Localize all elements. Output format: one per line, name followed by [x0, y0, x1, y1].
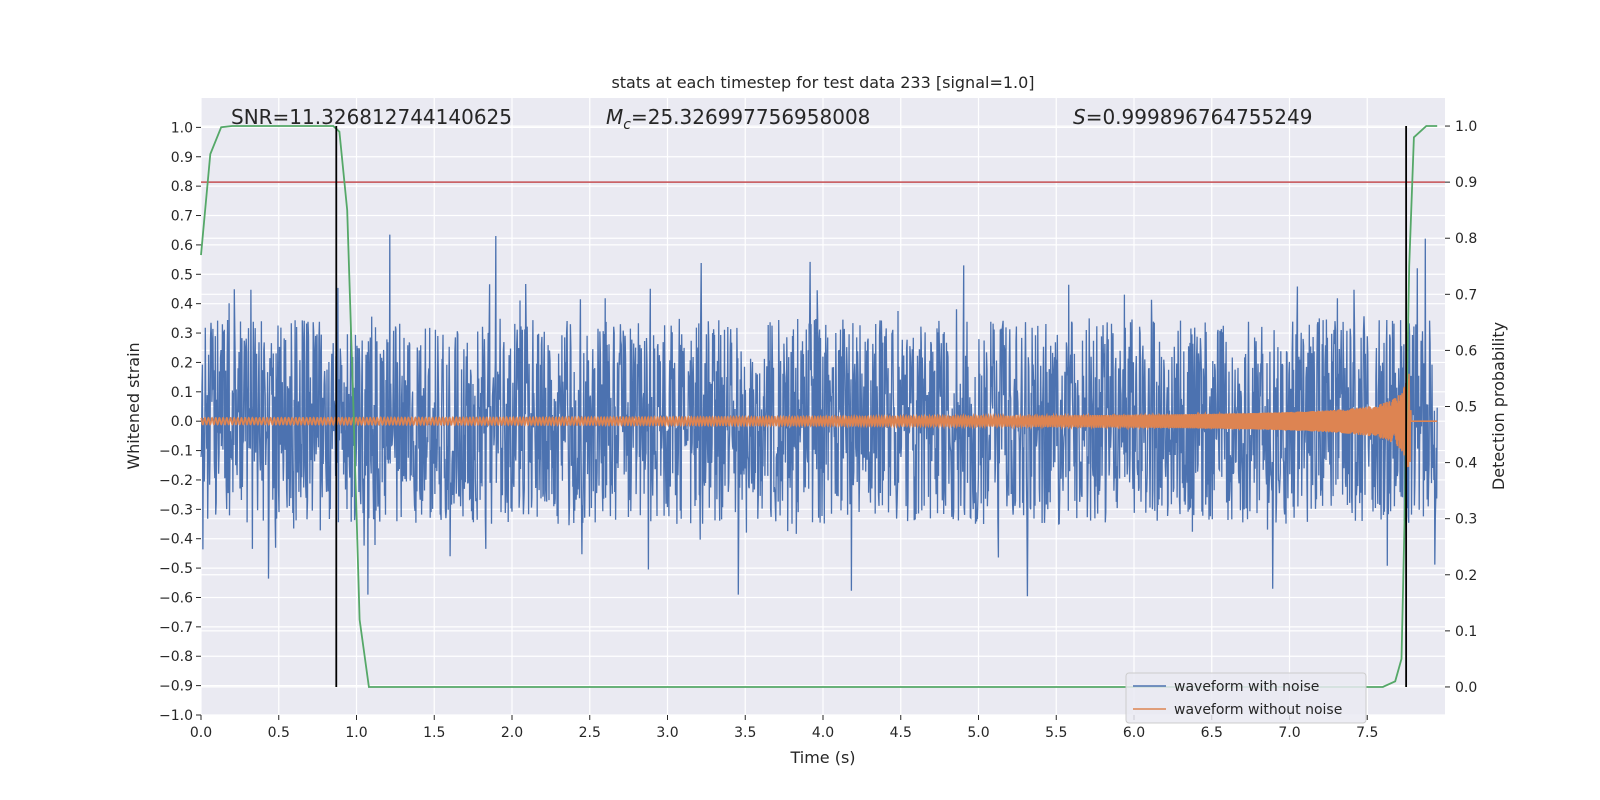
legend-box — [1125, 672, 1367, 724]
x-tick-label: 4.0 — [812, 725, 834, 741]
chirp-mass-symbol: M — [606, 105, 623, 129]
y-tick-label: 0.3 — [171, 326, 193, 342]
detection-stat-symbol: S — [1073, 105, 1086, 129]
x-tick-label: 7.0 — [1278, 725, 1300, 741]
x-tick-label: 6.5 — [1201, 725, 1223, 741]
y2-tick-label: 0.4 — [1455, 456, 1477, 472]
detection-stat-value: =0.999896764755249 — [1086, 105, 1313, 129]
series-waveform-without-noise — [200, 373, 1438, 468]
y-tick-label: 0.6 — [171, 238, 193, 254]
y2-tick-label: 1.0 — [1455, 119, 1477, 135]
y2-axis-label: Detection probability — [1489, 322, 1508, 490]
y-tick-label: −0.6 — [159, 590, 193, 606]
x-axis-ticks: 0.0 0.5 1.0 1.5 2.0 2.5 3.0 3.5 4.0 4.5 5.0 5.5 6.0 6… — [190, 715, 1378, 741]
series-waveform-with-noise — [200, 234, 1438, 597]
y-tick-label: −0.5 — [159, 561, 193, 577]
y2-tick-label: 0.5 — [1455, 400, 1477, 416]
x-tick-label: 7.5 — [1356, 725, 1378, 741]
detection-probability-line — [200, 125, 1438, 688]
chirp-mass-subscript: c — [623, 117, 631, 133]
y-tick-label: 0.4 — [171, 297, 193, 313]
y2-tick-label: 0.2 — [1455, 568, 1477, 584]
y-tick-label: 0.2 — [171, 355, 193, 371]
legend-label-without-noise: waveform without noise — [1174, 702, 1342, 718]
noise-waveform-line — [200, 234, 1438, 597]
y-tick-label: 0.9 — [171, 150, 193, 166]
legend-label-with-noise: waveform with noise — [1174, 679, 1319, 695]
snr-annotation: SNR=11.326812744140625 — [231, 105, 512, 129]
y-tick-label: −1.0 — [159, 708, 193, 724]
y-tick-label: 0.1 — [171, 385, 193, 401]
y-tick-label: 0.8 — [171, 179, 193, 195]
y-axis-label: Whitened strain — [124, 342, 143, 469]
y-tick-label: 0.7 — [171, 209, 193, 225]
chirp-mass-value: =25.326997756958008 — [631, 105, 870, 129]
y-axis-ticks: 1.0 0.9 0.8 0.7 0.6 0.5 0.4 0.3 0.2 0.1 0.0 −0.1 −0.… — [159, 120, 201, 724]
y2-tick-label: 0.6 — [1455, 343, 1477, 359]
x-tick-label: 4.5 — [890, 725, 912, 741]
y2-tick-label: 0.7 — [1455, 287, 1477, 303]
x-tick-label: 5.5 — [1045, 725, 1067, 741]
detection-stat-annotation: S=0.999896764755249 — [1073, 105, 1312, 129]
chirp-mass-annotation: Mc=25.326997756958008 — [606, 105, 870, 133]
y-tick-label: 0.0 — [171, 414, 193, 430]
y-tick-label: −0.1 — [159, 444, 193, 460]
y-tick-label: −0.2 — [159, 473, 193, 489]
y-tick-label: −0.3 — [159, 502, 193, 518]
y-tick-label: −0.4 — [159, 532, 193, 548]
y-tick-label: 1.0 — [171, 120, 193, 136]
x-tick-label: 6.0 — [1123, 725, 1145, 741]
x-tick-label: 2.0 — [501, 725, 523, 741]
y2-tick-label: 0.0 — [1455, 680, 1477, 696]
y2-tick-label: 0.3 — [1455, 512, 1477, 528]
series-detection-probability — [200, 125, 1438, 688]
x-tick-label: 5.0 — [967, 725, 989, 741]
y2-tick-label: 0.8 — [1455, 231, 1477, 247]
x-tick-label: 1.0 — [345, 725, 367, 741]
x-tick-label: 0.5 — [268, 725, 290, 741]
y2-tick-label: 0.9 — [1455, 175, 1477, 191]
x-tick-label: 3.5 — [734, 725, 756, 741]
y-tick-label: 0.5 — [171, 267, 193, 283]
vertical-markers — [335, 126, 1408, 687]
x-tick-label: 2.5 — [579, 725, 601, 741]
x-tick-label: 0.0 — [190, 725, 212, 741]
chirp-waveform-line — [200, 373, 1438, 468]
chart-title: stats at each timestep for test data 233… — [611, 73, 1034, 92]
y-tick-label: −0.9 — [159, 679, 193, 695]
x-tick-label: 3.0 — [656, 725, 678, 741]
y2-tick-label: 0.1 — [1455, 624, 1477, 640]
x-tick-label: 1.5 — [423, 725, 445, 741]
y-tick-label: −0.7 — [159, 620, 193, 636]
legend: waveform with noise waveform without noi… — [1125, 672, 1367, 724]
y2-axis-ticks: 1.0 0.9 0.8 0.7 0.6 0.5 0.4 0.3 0.2 0.1 0.0 — [1445, 119, 1477, 696]
y-tick-label: −0.8 — [159, 649, 193, 665]
x-axis-label: Time (s) — [789, 748, 855, 767]
